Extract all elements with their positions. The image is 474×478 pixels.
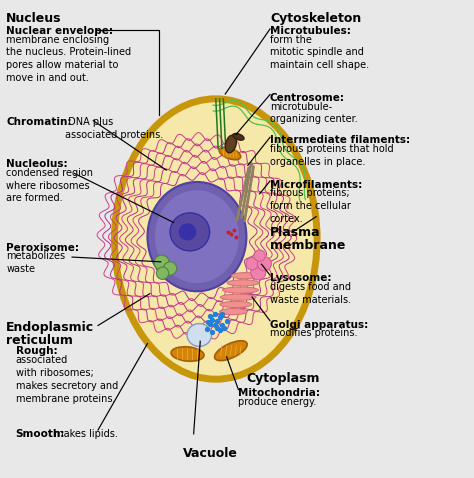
Text: membrane: membrane: [270, 239, 346, 252]
Text: Endoplasmic: Endoplasmic: [6, 321, 94, 334]
Circle shape: [154, 255, 169, 271]
Ellipse shape: [179, 223, 196, 240]
Ellipse shape: [187, 324, 211, 347]
Circle shape: [251, 265, 266, 280]
Text: Cytoplasm: Cytoplasm: [246, 372, 320, 385]
Text: Smooth:: Smooth:: [16, 429, 65, 439]
Text: Nucleolus:: Nucleolus:: [6, 159, 68, 169]
Text: Centrosome:: Centrosome:: [270, 93, 345, 103]
Ellipse shape: [171, 347, 204, 361]
Text: reticulum: reticulum: [6, 334, 73, 347]
Ellipse shape: [225, 135, 237, 153]
Text: digests food and
waste materials.: digests food and waste materials.: [270, 282, 351, 305]
Ellipse shape: [155, 190, 239, 283]
Text: associated
with ribosomes;
makes secretory and
membrane proteins.: associated with ribosomes; makes secreto…: [16, 356, 118, 404]
Text: Lysosome:: Lysosome:: [270, 273, 331, 283]
Text: Golgi apparatus:: Golgi apparatus:: [270, 320, 368, 330]
Circle shape: [156, 267, 169, 280]
Text: form the
mitotic spindle and
maintain cell shape.: form the mitotic spindle and maintain ce…: [270, 34, 369, 70]
Ellipse shape: [233, 133, 244, 140]
Text: Intermediate filaments:: Intermediate filaments:: [270, 135, 410, 145]
Ellipse shape: [220, 294, 256, 300]
Ellipse shape: [147, 182, 246, 291]
Text: Nucleus: Nucleus: [6, 12, 62, 25]
Text: Nuclear envelope:: Nuclear envelope:: [6, 26, 113, 36]
Text: makes lipids.: makes lipids.: [51, 429, 118, 439]
Ellipse shape: [215, 341, 247, 360]
Ellipse shape: [227, 280, 259, 286]
Circle shape: [257, 257, 272, 271]
Ellipse shape: [220, 301, 252, 307]
Circle shape: [254, 250, 265, 261]
Text: membrane enclosing
the nucleus. Protein-lined
pores allow material to
move in an: membrane enclosing the nucleus. Protein-…: [6, 34, 131, 83]
Text: Plasma: Plasma: [270, 226, 320, 239]
Text: Cytoskeleton: Cytoskeleton: [270, 12, 361, 25]
Ellipse shape: [170, 213, 210, 251]
Text: microtubule-
organizing center.: microtubule- organizing center.: [270, 102, 358, 124]
Text: Microfilaments:: Microfilaments:: [270, 180, 362, 190]
Ellipse shape: [231, 272, 259, 279]
Text: metabolizes
waste: metabolizes waste: [6, 251, 65, 274]
Text: Mitochondria:: Mitochondria:: [238, 388, 320, 398]
Ellipse shape: [223, 287, 258, 293]
Text: fibrous proteins;
form the cellular
cortex.: fibrous proteins; form the cellular cort…: [270, 188, 351, 224]
Text: Peroxisome:: Peroxisome:: [6, 243, 79, 253]
Text: Vacuole: Vacuole: [183, 447, 237, 460]
Ellipse shape: [115, 99, 317, 379]
Text: Rough:: Rough:: [16, 347, 57, 357]
Text: fibrous proteins that hold
organelles in place.: fibrous proteins that hold organelles in…: [270, 144, 393, 167]
Text: Microtubules:: Microtubules:: [270, 26, 351, 36]
Text: Chromatin:: Chromatin:: [6, 117, 72, 127]
Circle shape: [164, 262, 177, 275]
Text: condensed region
where ribosomes
are formed.: condensed region where ribosomes are for…: [6, 168, 93, 203]
Text: modifies proteins.: modifies proteins.: [270, 328, 357, 338]
Ellipse shape: [219, 147, 241, 160]
Text: DNA plus
associated proteins.: DNA plus associated proteins.: [65, 117, 163, 140]
Circle shape: [246, 258, 258, 270]
Ellipse shape: [219, 308, 247, 315]
Text: produce energy.: produce energy.: [238, 397, 317, 407]
